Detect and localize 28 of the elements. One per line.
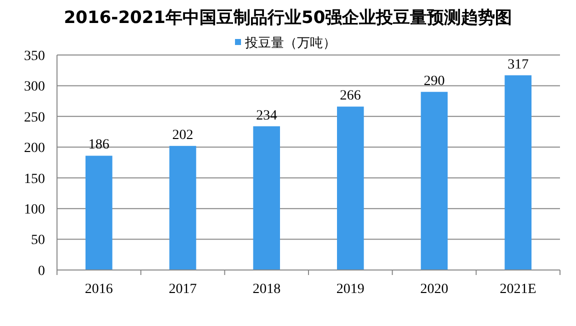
bar — [420, 92, 448, 270]
x-tick-label: 2021E — [500, 282, 536, 297]
x-tick-label: 2019 — [336, 282, 364, 297]
y-tick-label: 300 — [24, 80, 45, 95]
y-tick-label: 0 — [38, 264, 45, 279]
y-tick-label: 100 — [24, 202, 45, 218]
y-tick-label: 50 — [31, 233, 45, 248]
bar — [86, 156, 112, 270]
y-tick-label: 150 — [24, 172, 45, 187]
data-label: 266 — [340, 88, 361, 104]
data-label: 317 — [508, 57, 529, 72]
data-label: 186 — [88, 138, 110, 153]
y-tick-label: 350 — [24, 48, 45, 64]
legend-label: 投豆量（万吨） — [244, 36, 336, 51]
bar — [504, 75, 532, 270]
data-label: 202 — [172, 128, 194, 143]
y-tick-label: 200 — [24, 141, 45, 156]
bar — [253, 126, 280, 270]
x-tick-label: 2017 — [168, 282, 197, 297]
data-label: 290 — [424, 74, 445, 89]
x-tick-label: 2016 — [84, 282, 113, 297]
bar — [169, 146, 196, 270]
data-label: 234 — [256, 108, 278, 124]
x-tick-label: 2020 — [420, 282, 448, 297]
chart-title: 2016-2021年中国豆制品行业50强企业投豆量预测趋势图 — [64, 8, 512, 28]
y-tick-label: 250 — [24, 110, 45, 126]
x-tick-label: 2018 — [252, 282, 281, 297]
bar — [337, 106, 364, 270]
